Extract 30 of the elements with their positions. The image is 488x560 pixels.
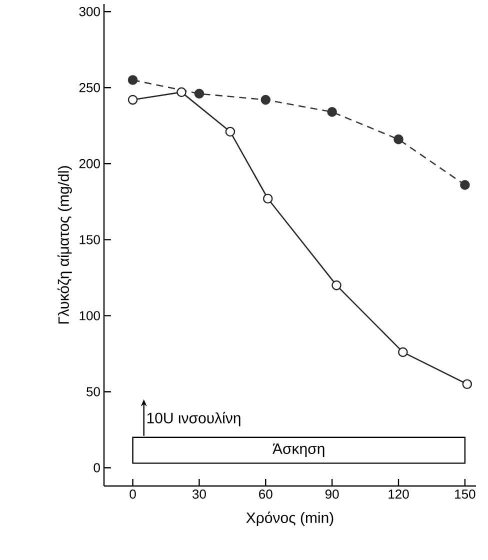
y-tick-label: 0 bbox=[94, 463, 100, 472]
y-tick-label: 250 bbox=[79, 83, 100, 92]
x-tick-label: 90 bbox=[325, 490, 339, 499]
x-tick-label: 120 bbox=[388, 490, 409, 499]
point bbox=[262, 194, 273, 204]
point bbox=[225, 126, 236, 137]
y-tick-label: 100 bbox=[80, 311, 100, 320]
y-tick-label: 300 bbox=[79, 6, 100, 16]
x-tick-label: 150 bbox=[455, 490, 476, 499]
x-tick-label: 60 bbox=[259, 490, 272, 499]
point bbox=[332, 280, 342, 290]
point bbox=[128, 94, 138, 105]
y-tick-label: 50 bbox=[86, 387, 100, 396]
x-tick-label: 30 bbox=[192, 490, 206, 499]
point bbox=[460, 180, 470, 190]
point bbox=[176, 87, 186, 98]
point bbox=[398, 347, 408, 358]
point bbox=[462, 379, 472, 390]
y-tick-label: 200 bbox=[79, 159, 100, 168]
point bbox=[260, 94, 271, 105]
point bbox=[128, 75, 138, 85]
y-axis-title: Γλυκόζη αίματος (mg/dl) bbox=[58, 166, 72, 324]
point bbox=[394, 134, 404, 144]
x-tick-label: 0 bbox=[130, 490, 136, 499]
y-tick-label: 150 bbox=[80, 235, 100, 244]
x-axis-title: Χρόνος (min) bbox=[246, 512, 334, 526]
point bbox=[194, 88, 204, 99]
annotation: Άσκηση bbox=[272, 444, 324, 457]
annotation: 10U ινσουλίνη bbox=[147, 412, 240, 426]
point bbox=[327, 107, 337, 117]
